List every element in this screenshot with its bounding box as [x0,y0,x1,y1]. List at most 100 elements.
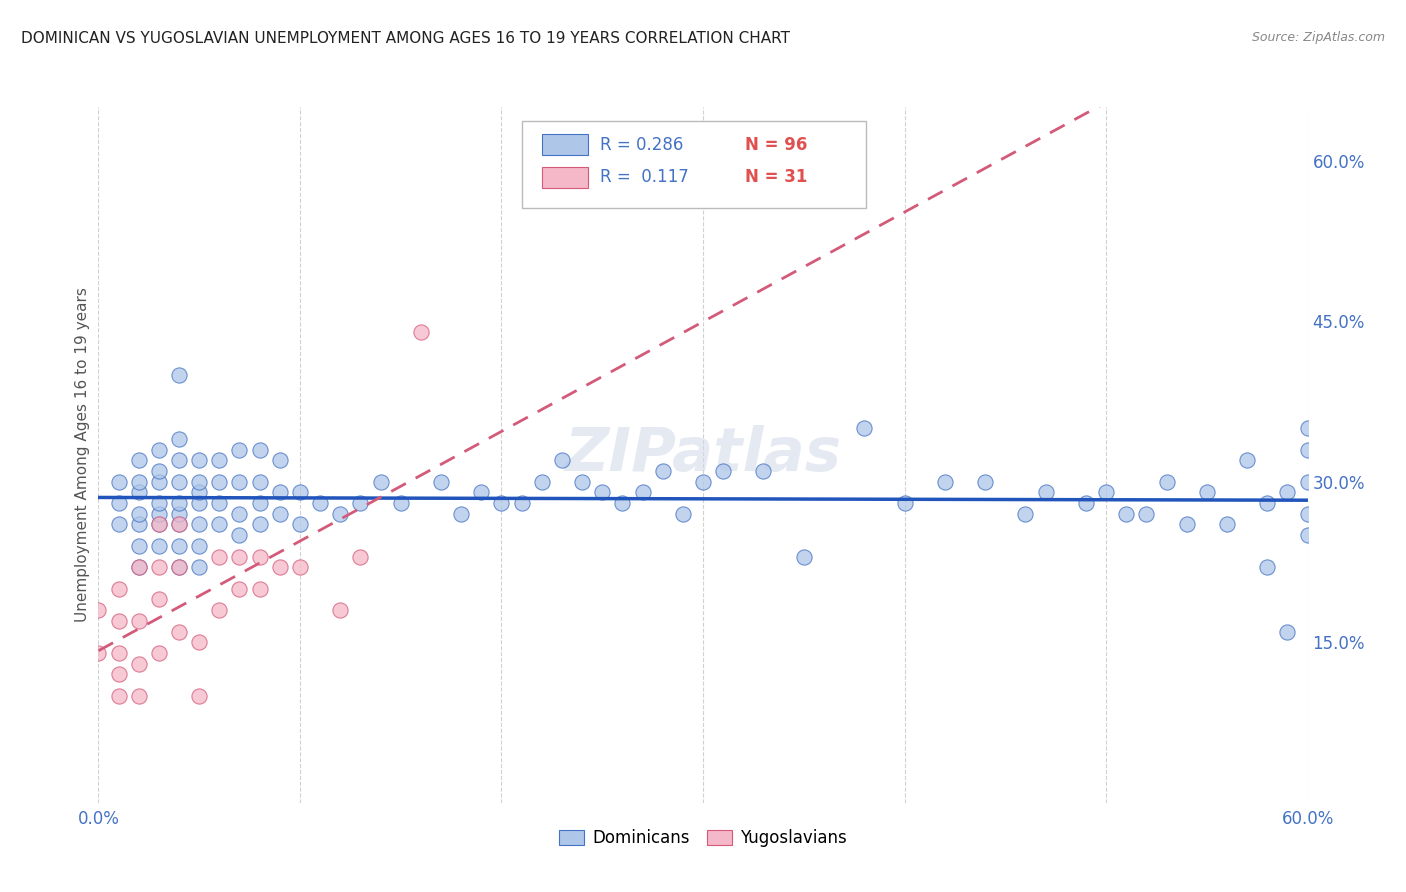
Point [1256,560,1278,574]
Point [1115,507,1137,521]
Point [148,539,170,553]
Point [1135,507,1157,521]
Point [329,507,352,521]
Point [228,528,250,542]
Point [1277,624,1299,639]
Point [1156,475,1178,489]
Point [208,475,231,489]
Point [530,475,553,489]
FancyBboxPatch shape [543,167,588,187]
Point [128,517,150,532]
Point [551,453,574,467]
Point [167,507,190,521]
Point [87,646,110,660]
Point [651,464,673,478]
Point [249,517,271,532]
Point [148,560,170,574]
Legend: Dominicans, Yugoslavians: Dominicans, Yugoslavians [553,822,853,854]
Point [1074,496,1097,510]
Point [128,475,150,489]
Point [288,517,311,532]
Point [188,635,211,649]
Point [148,592,170,607]
Point [853,421,876,435]
Point [188,560,211,574]
Point [167,517,190,532]
Point [1195,485,1218,500]
Text: ZIPatlas: ZIPatlas [564,425,842,484]
Point [571,475,593,489]
FancyBboxPatch shape [543,134,588,155]
Point [87,603,110,617]
Point [1296,528,1319,542]
Point [269,485,291,500]
Point [269,560,291,574]
Point [188,475,211,489]
Point [128,485,150,500]
Point [349,549,371,564]
Point [329,603,352,617]
Text: Source: ZipAtlas.com: Source: ZipAtlas.com [1251,31,1385,45]
Point [692,475,714,489]
Point [188,453,211,467]
Point [107,646,129,660]
Point [208,603,231,617]
Point [631,485,654,500]
Point [1296,507,1319,521]
Text: R =  0.117: R = 0.117 [600,169,689,186]
Point [450,507,472,521]
Point [167,539,190,553]
Y-axis label: Unemployment Among Ages 16 to 19 years: Unemployment Among Ages 16 to 19 years [75,287,90,623]
Point [249,582,271,596]
Point [470,485,492,500]
Point [309,496,332,510]
Point [370,475,392,489]
Point [288,485,311,500]
Point [188,517,211,532]
Point [1216,517,1239,532]
Point [148,517,170,532]
Point [249,442,271,457]
Point [249,496,271,510]
Point [107,614,129,628]
Point [148,442,170,457]
Point [752,464,775,478]
Point [128,453,150,467]
Point [107,667,129,681]
Point [1175,517,1198,532]
Point [167,496,190,510]
Point [228,549,250,564]
Point [269,453,291,467]
Point [1277,485,1299,500]
Point [107,689,129,703]
Point [148,507,170,521]
Point [1296,442,1319,457]
Point [128,560,150,574]
Point [128,657,150,671]
Point [1035,485,1057,500]
Point [1095,485,1118,500]
Point [128,539,150,553]
Point [228,507,250,521]
Point [612,496,634,510]
Point [974,475,997,489]
Point [228,475,250,489]
Point [107,582,129,596]
Point [893,496,915,510]
Point [1296,475,1319,489]
Point [167,432,190,446]
Point [208,496,231,510]
Point [128,689,150,703]
Point [491,496,513,510]
Point [167,560,190,574]
Text: N = 96: N = 96 [745,136,807,153]
Point [389,496,412,510]
Point [167,624,190,639]
Point [228,582,250,596]
Point [167,368,190,382]
Point [208,549,231,564]
Point [1296,421,1319,435]
Point [228,442,250,457]
Point [1014,507,1036,521]
Point [934,475,956,489]
